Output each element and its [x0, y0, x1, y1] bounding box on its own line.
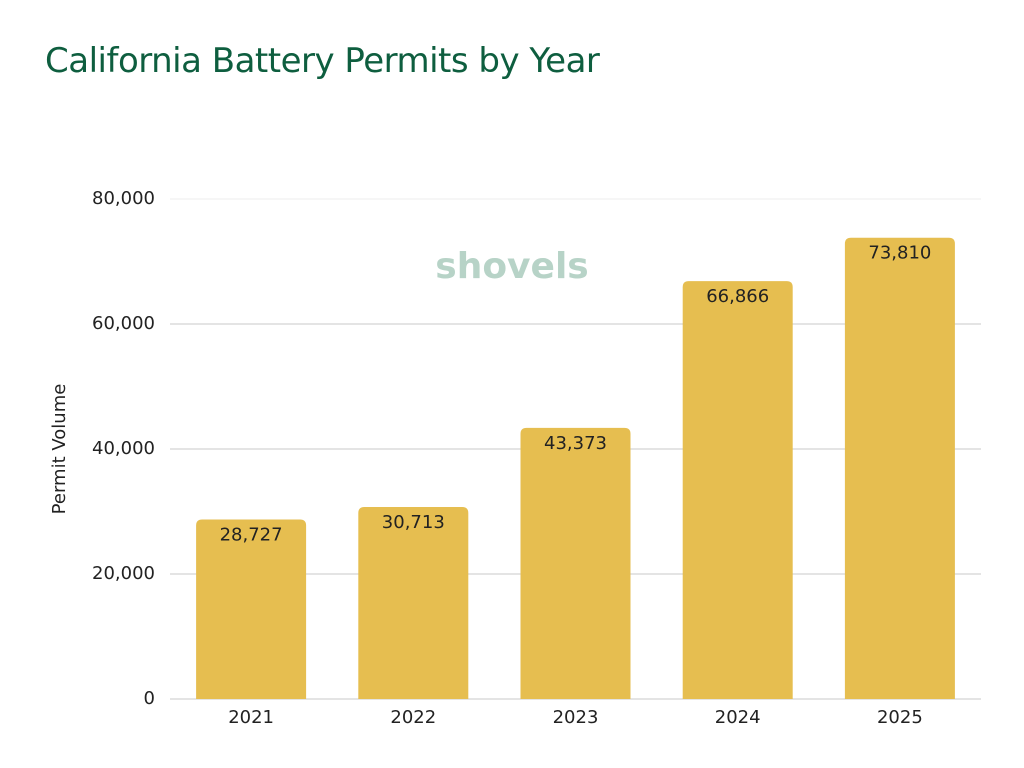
- watermark: shovels: [435, 246, 588, 287]
- y-axis-label: Permit Volume: [49, 384, 70, 515]
- value-label: 28,727: [220, 524, 283, 545]
- bar: [844, 237, 955, 699]
- y-tick-label: 80,000: [92, 188, 155, 209]
- value-label: 66,866: [706, 286, 769, 307]
- chart-title: California Battery Permits by Year: [45, 41, 600, 81]
- x-tick-label: 2021: [228, 707, 274, 728]
- value-label: 73,810: [868, 243, 931, 264]
- x-tick-label: 2024: [715, 707, 761, 728]
- y-tick-label: 60,000: [92, 313, 155, 334]
- x-tick-label: 2025: [877, 707, 923, 728]
- value-label: 43,373: [544, 433, 607, 454]
- y-tick-label: 0: [144, 688, 155, 709]
- bar: [682, 281, 793, 699]
- x-tick-label: 2022: [390, 707, 436, 728]
- value-label: 30,713: [382, 512, 445, 533]
- y-tick-label: 40,000: [92, 438, 155, 459]
- x-tick-label: 2023: [553, 707, 599, 728]
- bar: [358, 507, 469, 699]
- y-tick-label: 20,000: [92, 563, 155, 584]
- bar: [520, 427, 631, 699]
- bar: [196, 519, 307, 699]
